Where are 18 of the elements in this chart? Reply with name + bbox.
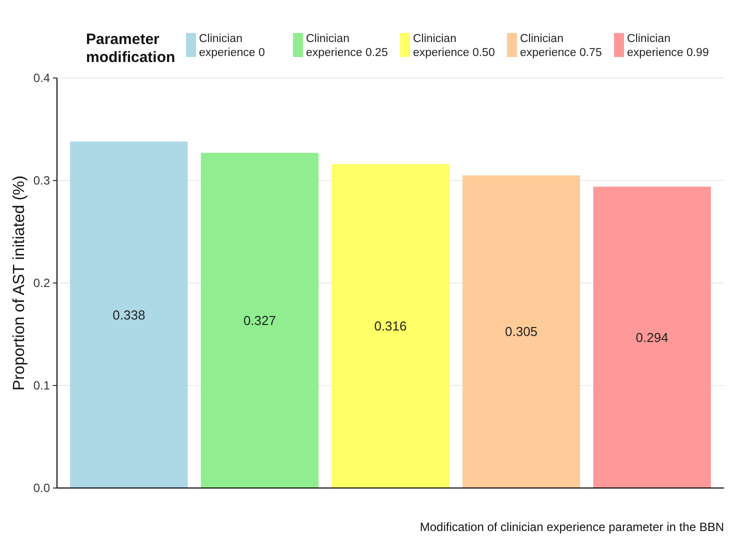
legend-label: Clinician experience 0.99 <box>627 33 709 59</box>
legend-label: Clinician experience 0.75 <box>520 33 602 59</box>
y-tick-label: 0.0 <box>33 481 50 496</box>
legend-label: Clinician experience 0 <box>199 33 265 59</box>
y-tick-label: 0.2 <box>33 276 50 290</box>
y-tick-label: 0.3 <box>33 174 50 188</box>
data-label: 0.294 <box>636 330 668 345</box>
data-label: 0.327 <box>243 312 276 328</box>
data-label: 0.305 <box>505 324 538 340</box>
y-tick-label: 0.4 <box>33 71 50 86</box>
legend-label: Clinician experience 0.50 <box>413 33 495 59</box>
legend-title: Parameter modification <box>86 31 176 66</box>
y-axis-title: Proportion of AST initiated (%) <box>11 176 28 390</box>
legend-label: Clinician experience 0.25 <box>306 33 388 59</box>
x-axis-title: Modification of clinician experience parameter in the BBN <box>420 520 724 534</box>
data-label: 0.316 <box>374 318 407 334</box>
y-tick-label: 0.1 <box>33 378 50 393</box>
data-label: 0.338 <box>112 307 146 322</box>
